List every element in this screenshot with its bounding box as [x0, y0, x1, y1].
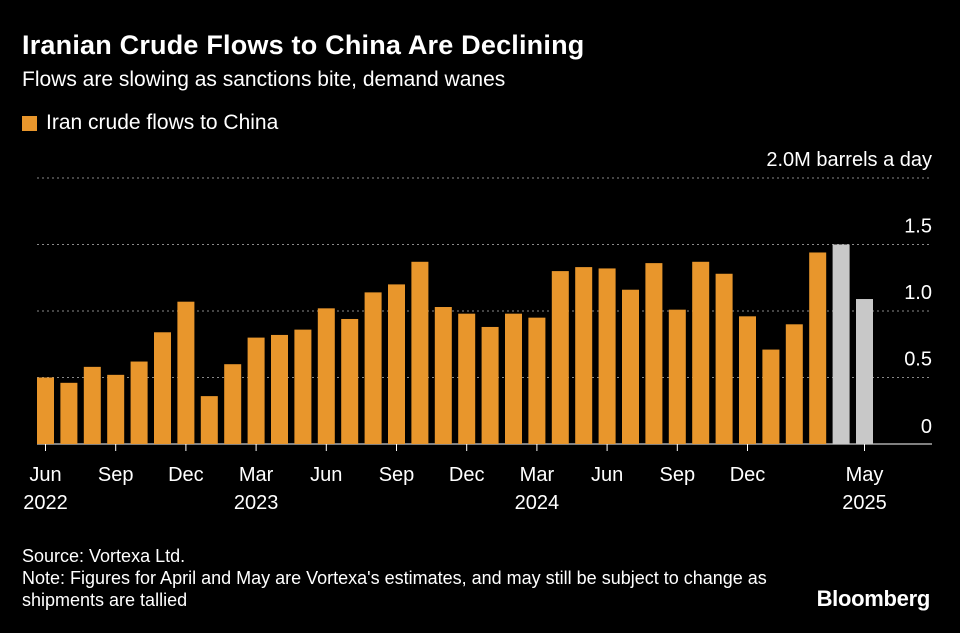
data-bar — [130, 361, 148, 444]
data-bar — [505, 313, 522, 444]
data-bar — [481, 326, 499, 444]
x-tick-label: Mar — [520, 464, 555, 486]
data-bar — [762, 349, 780, 444]
bloomberg-logo: Bloomberg — [816, 586, 931, 611]
y-tick-label: 1.0 — [904, 282, 932, 304]
x-year-label: 2022 — [23, 492, 68, 514]
x-tick-label: Sep — [379, 464, 415, 486]
data-bar — [83, 366, 101, 444]
x-tick-label: May — [846, 464, 884, 486]
footer: Source: Vortexa Ltd. Note: Figures for A… — [22, 545, 782, 611]
data-bar — [388, 284, 405, 444]
estimate-bar — [856, 299, 873, 444]
data-bar — [317, 308, 335, 444]
data-bar — [785, 324, 803, 444]
data-bar — [200, 396, 218, 444]
legend-label: Iran crude flows to China — [46, 111, 279, 134]
data-bar — [739, 316, 756, 444]
data-bar — [294, 329, 312, 444]
data-bar — [575, 267, 593, 444]
data-bar — [551, 271, 569, 444]
x-tick-label: Dec — [730, 464, 766, 486]
y-tick-label: 2.0M barrels a day — [766, 149, 932, 171]
data-bar — [598, 268, 616, 444]
data-bar — [411, 261, 429, 444]
source-note: Source: Vortexa Ltd. — [22, 546, 186, 566]
legend: Iran crude flows to China — [22, 111, 278, 135]
x-tick-label: Dec — [449, 464, 485, 486]
data-bar — [37, 377, 54, 444]
x-tick-label: Sep — [660, 464, 696, 486]
y-tick-label: 0.5 — [904, 349, 932, 371]
data-bar — [107, 374, 125, 444]
x-tick-label: Dec — [168, 464, 204, 486]
x-tick-label: Jun — [29, 464, 61, 486]
data-bar — [247, 337, 265, 444]
data-bar — [645, 263, 663, 444]
data-bar — [458, 313, 476, 444]
data-bar — [341, 318, 359, 444]
data-bar — [434, 307, 452, 444]
x-tick-label: Jun — [310, 464, 342, 486]
data-bar — [715, 273, 733, 444]
y-tick-label: 1.5 — [904, 216, 932, 238]
data-bar — [364, 292, 382, 444]
x-tick-label: Jun — [591, 464, 623, 486]
x-tick-label: Mar — [239, 464, 274, 486]
x-year-label: 2024 — [515, 492, 560, 514]
x-tick-label: Sep — [98, 464, 134, 486]
data-bar — [177, 301, 195, 444]
y-tick-label: 0 — [921, 416, 932, 438]
data-bar — [668, 309, 686, 444]
data-bar — [528, 317, 546, 444]
chart-title: Iranian Crude Flows to China Are Declini… — [22, 30, 585, 60]
data-bar — [224, 364, 242, 444]
data-bar — [692, 261, 710, 444]
x-year-label: 2025 — [842, 492, 887, 514]
x-year-label: 2023 — [234, 492, 279, 514]
estimate-bar — [832, 244, 850, 444]
chart-subtitle: Flows are slowing as sanctions bite, dem… — [22, 68, 506, 91]
data-bar — [60, 382, 78, 444]
data-bar — [271, 334, 288, 444]
data-bar — [154, 332, 171, 444]
data-bar — [809, 252, 827, 444]
legend-swatch-icon — [22, 115, 37, 131]
footnote: Note: Figures for April and May are Vort… — [22, 568, 767, 610]
data-bar — [622, 289, 639, 444]
